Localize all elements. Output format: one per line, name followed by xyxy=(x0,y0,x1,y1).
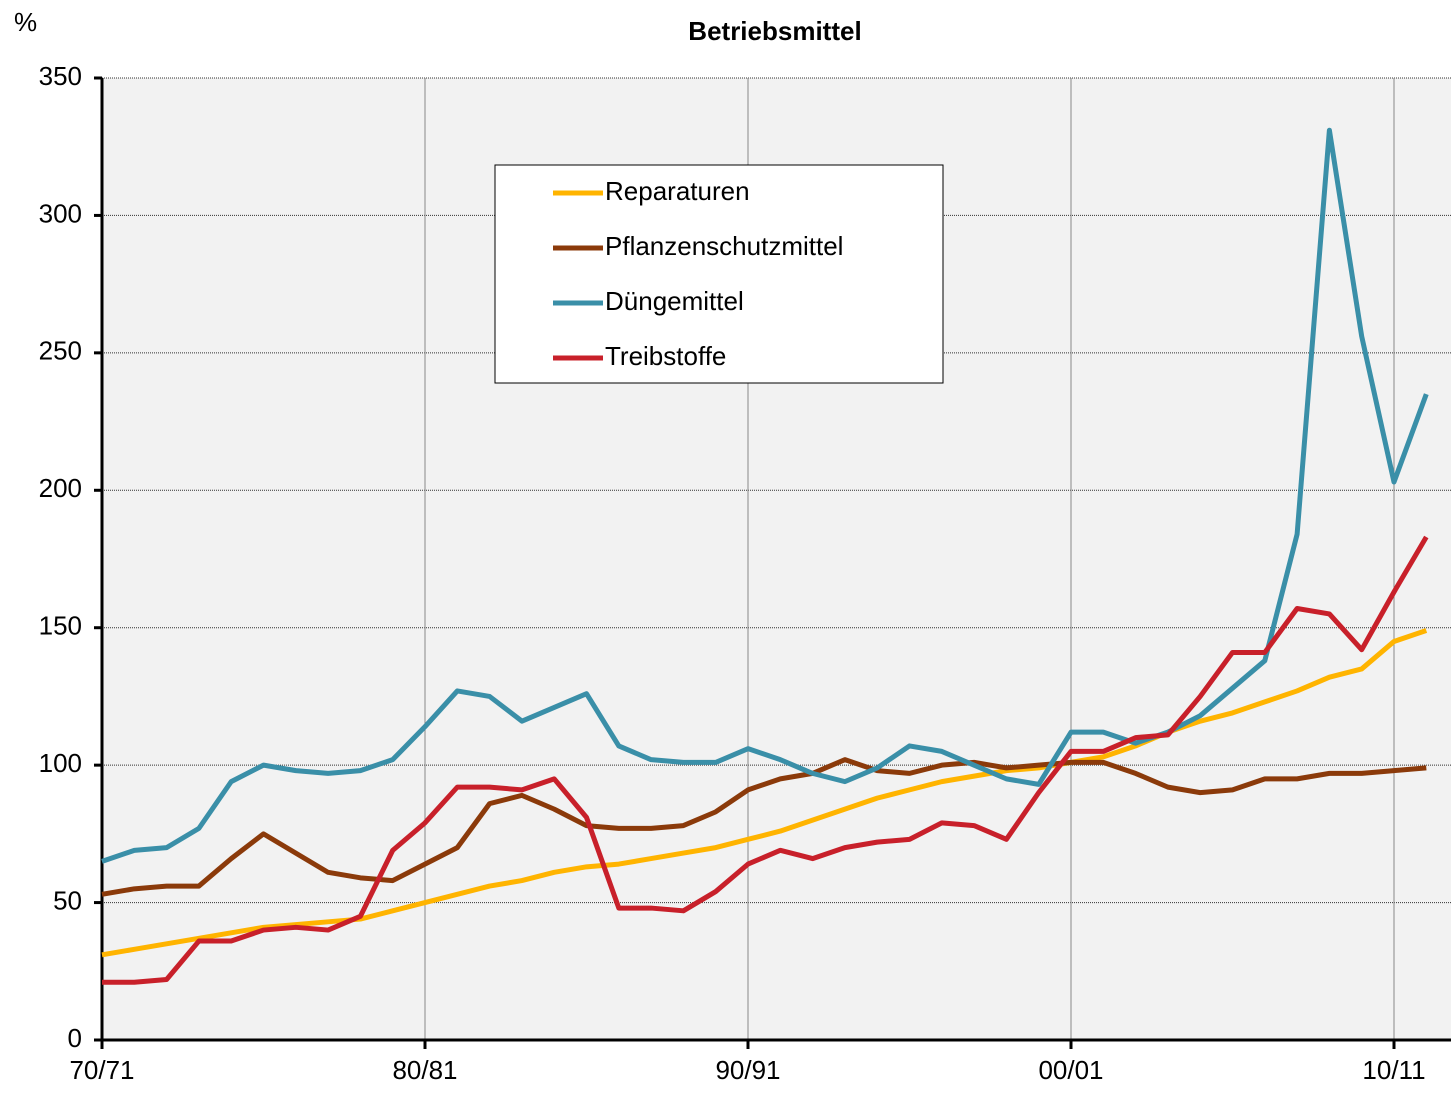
chart-title: Betriebsmittel xyxy=(688,16,861,46)
legend-label: Düngemittel xyxy=(605,286,744,316)
series-line xyxy=(101,757,1427,897)
y-tick-label: 50 xyxy=(53,885,82,915)
y-tick-label: 250 xyxy=(39,336,82,366)
series-line xyxy=(101,628,1428,958)
legend-label: Treibstoffe xyxy=(605,341,726,371)
legend-label: Reparaturen xyxy=(605,176,750,206)
x-tick-label: 70/71 xyxy=(69,1055,134,1085)
y-axis-label: % xyxy=(14,7,37,37)
x-tick-label: 10/11 xyxy=(1362,1055,1425,1085)
series-line xyxy=(101,127,1429,864)
series-line xyxy=(102,535,1429,985)
x-tick-label: 80/81 xyxy=(392,1055,457,1085)
x-tick-label: 00/01 xyxy=(1038,1055,1103,1085)
y-tick-label: 100 xyxy=(39,748,82,778)
y-tick-label: 300 xyxy=(39,198,82,228)
y-tick-label: 150 xyxy=(39,611,82,641)
legend-label: Pflanzenschutzmittel xyxy=(605,231,843,261)
legend-box xyxy=(494,164,944,384)
x-tick-label: 90/91 xyxy=(715,1055,780,1085)
y-tick-label: 200 xyxy=(39,473,82,503)
y-tick-label: 350 xyxy=(39,61,82,91)
y-tick-label: 0 xyxy=(68,1023,82,1053)
